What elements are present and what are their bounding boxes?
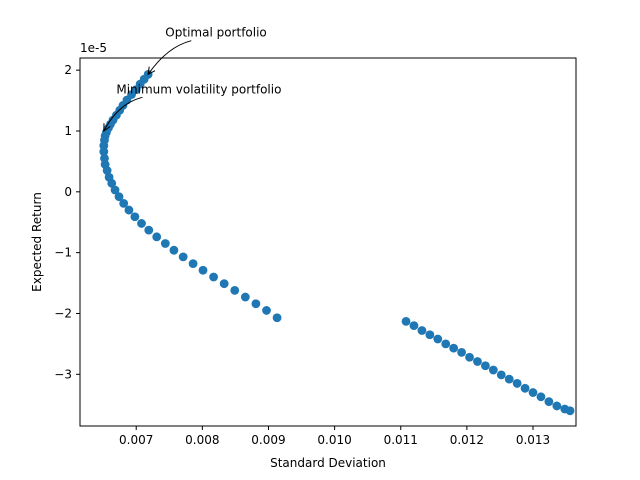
scatter-point [198, 265, 208, 275]
scatter-point [137, 219, 146, 228]
scatter-point [449, 343, 459, 353]
scatter-point [219, 279, 229, 289]
scatter-point [425, 330, 435, 340]
scatter-point [114, 192, 124, 202]
scatter-point [178, 252, 188, 262]
scatter-point [465, 352, 474, 362]
x-tick-label: 0.007 [119, 433, 153, 447]
scatter-point [409, 321, 419, 331]
scatter-point [504, 374, 514, 384]
scatter-point [528, 388, 538, 397]
scatter-point [417, 326, 427, 335]
y-tick-label: −1 [54, 246, 72, 260]
scatter-point [520, 383, 530, 393]
scatter-point [536, 392, 546, 402]
x-axis-label: Standard Deviation [270, 456, 386, 470]
x-tick-label: 0.008 [185, 433, 219, 447]
scatter-point [272, 313, 282, 323]
x-tick-label: 0.011 [384, 433, 418, 447]
y-tick-label: −3 [54, 367, 72, 381]
scatter-point [152, 232, 162, 242]
y-tick-label: −2 [54, 306, 72, 320]
y-axis-label: Expected Return [30, 192, 44, 292]
scatter-point [99, 141, 109, 150]
scatter-point [262, 306, 271, 315]
scatter-point [107, 178, 117, 188]
y-tick-label: 0 [64, 185, 72, 199]
y-axis-ticks: −3 −2 −1 0 1 2 [54, 63, 80, 381]
plot-frame [79, 57, 577, 427]
scatter-point [130, 212, 140, 222]
x-tick-label: 0.010 [317, 433, 351, 447]
x-tick-label: 0.009 [251, 433, 285, 447]
annotation-arrowhead [103, 123, 111, 132]
scatter-point [119, 198, 129, 208]
annotations: Optimal portfolio Minimum volatility port… [103, 26, 281, 132]
scatter-point [160, 239, 170, 248]
annotation-arrowhead [147, 66, 156, 76]
scatter-point [433, 334, 443, 344]
scatter-point [565, 406, 575, 416]
scatter-point [169, 245, 179, 255]
annotation-arrow [103, 96, 143, 132]
y-tick-label: 2 [64, 63, 72, 77]
scatter-point [544, 397, 554, 407]
scatter-point [512, 379, 522, 388]
scatter-point [457, 348, 466, 357]
scatter-point [110, 185, 120, 195]
x-tick-label: 0.013 [516, 433, 550, 447]
scatter-point [496, 370, 506, 380]
annotation-arrow [147, 40, 192, 75]
annotation-label: Minimum volatility portfolio [116, 82, 281, 96]
scatter-point [124, 205, 134, 215]
y-axis-offset-label: 1e-5 [80, 41, 107, 55]
scatter-point [473, 357, 482, 366]
x-axis-ticks: 0.007 0.008 0.009 0.010 0.011 0.012 0.013 [119, 426, 550, 447]
y-tick-label: 1 [64, 124, 72, 138]
x-tick-label: 0.012 [450, 433, 484, 447]
scatter-point [441, 339, 451, 349]
data-points [99, 70, 575, 416]
scatter-point [188, 259, 198, 268]
annotation-label: Optimal portfolio [165, 26, 266, 40]
scatter-point [99, 147, 109, 157]
scatter-point [488, 365, 498, 375]
scatter-point [481, 361, 490, 371]
scatter-point [401, 316, 411, 326]
scatter-point [209, 272, 218, 282]
scatter-point [240, 292, 250, 302]
scatter-point [251, 299, 261, 309]
scatter-point [102, 166, 112, 175]
scatter-point [552, 401, 562, 411]
scatter-point [144, 225, 154, 235]
scatter-point [230, 285, 240, 295]
